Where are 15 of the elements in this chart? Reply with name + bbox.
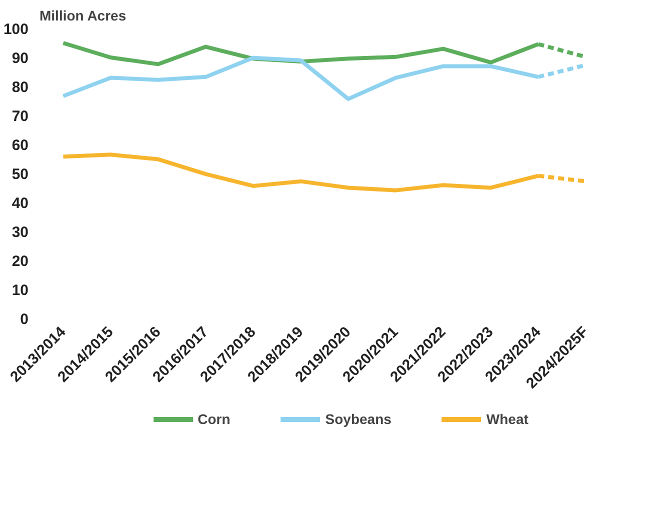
y-tick-label: 90 [12, 50, 29, 67]
y-tick-label: 10 [12, 282, 29, 299]
y-tick-label: 30 [12, 224, 29, 241]
y-tick-label: 20 [12, 253, 29, 270]
y-tick-label: 40 [12, 195, 29, 212]
legend-label: Wheat [486, 411, 528, 427]
y-tick-label: 80 [12, 79, 29, 96]
y-tick-label: 0 [20, 311, 28, 328]
y-tick-label: 60 [12, 137, 29, 154]
y-tick-label: 100 [3, 21, 29, 38]
y-tick-label: 50 [12, 166, 29, 183]
legend-label: Corn [198, 411, 230, 427]
legend-label: Soybeans [325, 411, 392, 427]
y-axis-title: Million Acres [40, 8, 126, 24]
y-tick-label: 70 [12, 108, 29, 125]
